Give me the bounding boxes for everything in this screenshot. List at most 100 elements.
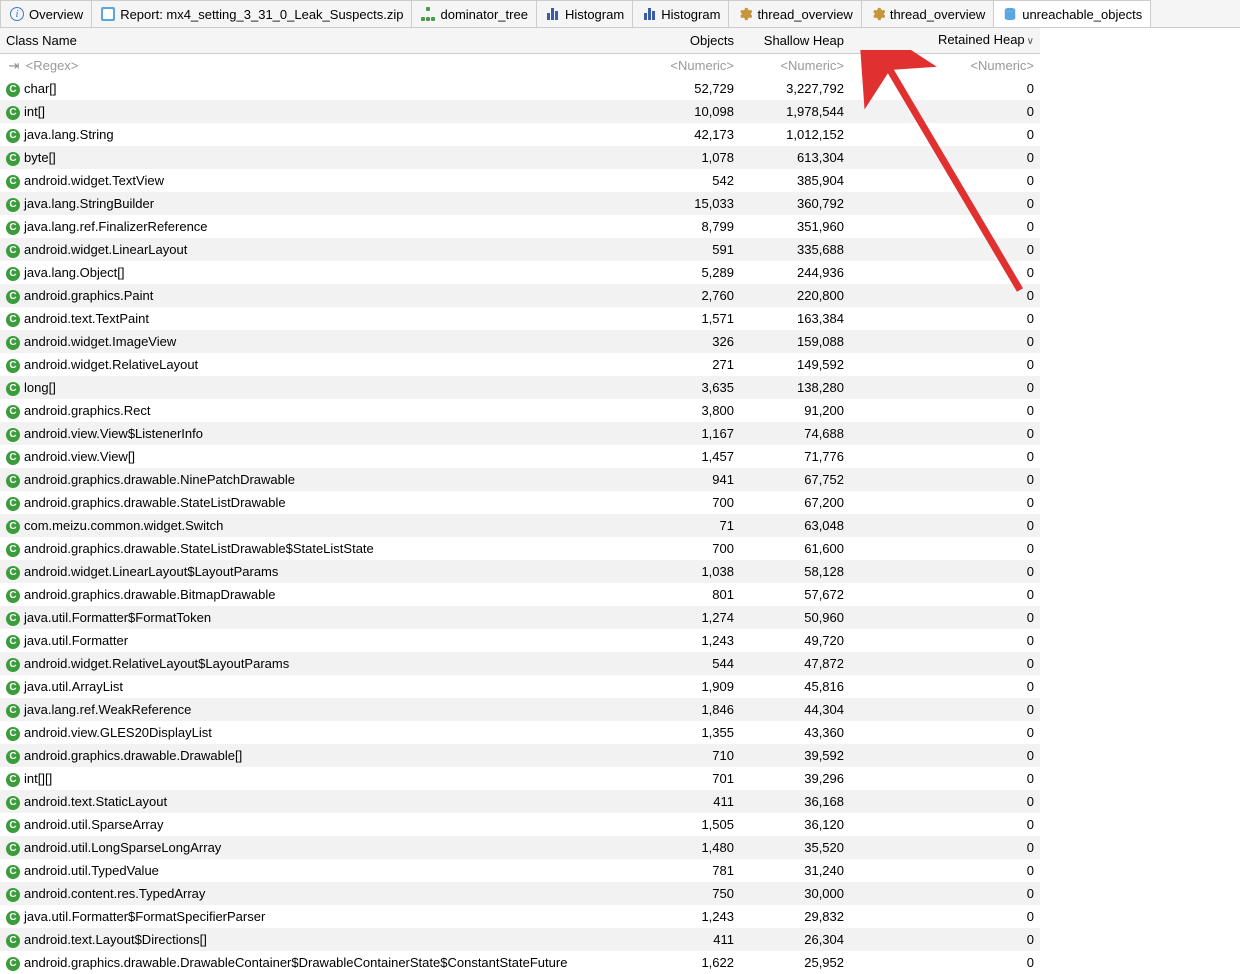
table-row[interactable]: Candroid.widget.RelativeLayout271149,592… [0, 353, 1040, 376]
cell-retained-heap: 0 [850, 951, 1040, 974]
table-row[interactable]: Candroid.util.SparseArray1,50536,1200 [0, 813, 1040, 836]
table-row[interactable]: Candroid.content.res.TypedArray75030,000… [0, 882, 1040, 905]
col-header-objects[interactable]: Objects [630, 28, 740, 54]
table-row[interactable]: Candroid.graphics.Paint2,760220,8000 [0, 284, 1040, 307]
class-name-text: android.text.StaticLayout [24, 794, 167, 809]
class-icon: C [6, 635, 20, 649]
gear-icon [870, 6, 886, 22]
table-row[interactable]: Candroid.text.TextPaint1,571163,3840 [0, 307, 1040, 330]
cell-class-name: Candroid.graphics.drawable.StateListDraw… [0, 491, 630, 514]
table-row[interactable]: Cjava.util.Formatter$FormatToken1,27450,… [0, 606, 1040, 629]
cell-objects: 326 [630, 330, 740, 353]
cell-retained-heap: 0 [850, 813, 1040, 836]
table-row[interactable]: Cjava.util.ArrayList1,90945,8160 [0, 675, 1040, 698]
table-row[interactable]: Cint[][]70139,2960 [0, 767, 1040, 790]
filter-objects-input[interactable]: <Numeric> [630, 54, 740, 78]
table-row[interactable]: Candroid.view.GLES20DisplayList1,35543,3… [0, 721, 1040, 744]
col-header-class-name[interactable]: Class Name [0, 28, 630, 54]
class-icon: C [6, 773, 20, 787]
tab-label: Histogram [565, 7, 624, 22]
cell-shallow-heap: 385,904 [740, 169, 850, 192]
tab-thread-overview[interactable]: thread_overview [862, 0, 994, 27]
cell-shallow-heap: 613,304 [740, 146, 850, 169]
table-row[interactable]: Cbyte[]1,078613,3040 [0, 146, 1040, 169]
table-row[interactable]: Candroid.graphics.drawable.NinePatchDraw… [0, 468, 1040, 491]
tab-histogram[interactable]: Histogram [537, 0, 633, 27]
class-icon: C [6, 221, 20, 235]
table-row[interactable]: Cjava.lang.String42,1731,012,1520 [0, 123, 1040, 146]
tab-dominator-tree[interactable]: dominator_tree [412, 0, 536, 27]
cell-class-name: Cjava.util.Formatter [0, 629, 630, 652]
table-row[interactable]: Candroid.widget.RelativeLayout$LayoutPar… [0, 652, 1040, 675]
class-name-text: android.util.TypedValue [24, 863, 159, 878]
table-row[interactable]: Cjava.util.Formatter$FormatSpecifierPars… [0, 905, 1040, 928]
class-name-text: android.view.View[] [24, 449, 135, 464]
table-row[interactable]: Candroid.util.TypedValue78131,2400 [0, 859, 1040, 882]
class-name-text: android.graphics.Paint [24, 288, 153, 303]
filter-shallow-input[interactable]: <Numeric> [740, 54, 850, 78]
table-row[interactable]: Candroid.graphics.drawable.StateListDraw… [0, 537, 1040, 560]
table-row[interactable]: Candroid.util.LongSparseLongArray1,48035… [0, 836, 1040, 859]
cell-class-name: Cjava.lang.ref.FinalizerReference [0, 215, 630, 238]
filter-regex-input[interactable]: ⇥ <Regex> [0, 54, 630, 78]
table-row[interactable]: Cjava.lang.ref.WeakReference1,84644,3040 [0, 698, 1040, 721]
cell-retained-heap: 0 [850, 721, 1040, 744]
table-row[interactable]: Cjava.lang.StringBuilder15,033360,7920 [0, 192, 1040, 215]
class-icon: C [6, 842, 20, 856]
table-row[interactable]: Candroid.graphics.drawable.BitmapDrawabl… [0, 583, 1040, 606]
table-row[interactable]: Clong[]3,635138,2800 [0, 376, 1040, 399]
cell-shallow-heap: 25,952 [740, 951, 850, 974]
cell-class-name: Candroid.view.View[] [0, 445, 630, 468]
cell-objects: 1,571 [630, 307, 740, 330]
cell-shallow-heap: 39,592 [740, 744, 850, 767]
class-name-text: byte[] [24, 150, 56, 165]
table-row[interactable]: Candroid.graphics.drawable.DrawableConta… [0, 951, 1040, 974]
cell-shallow-heap: 149,592 [740, 353, 850, 376]
table-row[interactable]: Cjava.lang.ref.FinalizerReference8,79935… [0, 215, 1040, 238]
table-row[interactable]: Candroid.graphics.drawable.Drawable[]710… [0, 744, 1040, 767]
cell-objects: 544 [630, 652, 740, 675]
tab-unreachable-objects[interactable]: unreachable_objects [994, 0, 1151, 27]
class-icon: C [6, 704, 20, 718]
table-row[interactable]: Candroid.widget.LinearLayout591335,6880 [0, 238, 1040, 261]
table-row[interactable]: Candroid.text.Layout$Directions[]41126,3… [0, 928, 1040, 951]
tab-thread-overview[interactable]: thread_overview [729, 0, 861, 27]
table-body: Cchar[]52,7293,227,7920Cint[]10,0981,978… [0, 77, 1040, 974]
table-row[interactable]: Candroid.widget.TextView542385,9040 [0, 169, 1040, 192]
table-row[interactable]: Cint[]10,0981,978,5440 [0, 100, 1040, 123]
cell-class-name: Cjava.lang.StringBuilder [0, 192, 630, 215]
table-row[interactable]: Cchar[]52,7293,227,7920 [0, 77, 1040, 100]
table-row[interactable]: Candroid.widget.ImageView326159,0880 [0, 330, 1040, 353]
class-name-text: android.view.GLES20DisplayList [24, 725, 212, 740]
class-icon: C [6, 497, 20, 511]
tab-report-mx4-setting-3-31-0-leak[interactable]: Report: mx4_setting_3_31_0_Leak_Suspects… [92, 0, 412, 27]
cell-objects: 1,355 [630, 721, 740, 744]
cell-retained-heap: 0 [850, 284, 1040, 307]
class-icon: C [6, 566, 20, 580]
cell-class-name: Candroid.text.TextPaint [0, 307, 630, 330]
class-icon: C [6, 727, 20, 741]
table-row[interactable]: Cjava.util.Formatter1,24349,7200 [0, 629, 1040, 652]
col-header-shallow-heap[interactable]: Shallow Heap [740, 28, 850, 54]
tab-label: dominator_tree [440, 7, 527, 22]
table-row[interactable]: Candroid.text.StaticLayout41136,1680 [0, 790, 1040, 813]
class-icon: C [6, 152, 20, 166]
class-name-text: android.widget.RelativeLayout$LayoutPara… [24, 656, 289, 671]
cell-objects: 1,167 [630, 422, 740, 445]
table-row[interactable]: Candroid.view.View[]1,45771,7760 [0, 445, 1040, 468]
col-header-retained-heap[interactable]: Retained Heap∨ [850, 28, 1040, 54]
table-row[interactable]: Candroid.graphics.Rect3,80091,2000 [0, 399, 1040, 422]
filter-retained-input[interactable]: <Numeric> [850, 54, 1040, 78]
cell-shallow-heap: 47,872 [740, 652, 850, 675]
table-row[interactable]: Candroid.view.View$ListenerInfo1,16774,6… [0, 422, 1040, 445]
cell-shallow-heap: 35,520 [740, 836, 850, 859]
table-row[interactable]: Candroid.widget.LinearLayout$LayoutParam… [0, 560, 1040, 583]
tab-overview[interactable]: iOverview [0, 0, 92, 27]
report-icon [100, 6, 116, 22]
table-row[interactable]: Candroid.graphics.drawable.StateListDraw… [0, 491, 1040, 514]
class-icon: C [6, 796, 20, 810]
tab-histogram[interactable]: Histogram [633, 0, 729, 27]
table-row[interactable]: Ccom.meizu.common.widget.Switch7163,0480 [0, 514, 1040, 537]
cell-objects: 1,622 [630, 951, 740, 974]
table-row[interactable]: Cjava.lang.Object[]5,289244,9360 [0, 261, 1040, 284]
